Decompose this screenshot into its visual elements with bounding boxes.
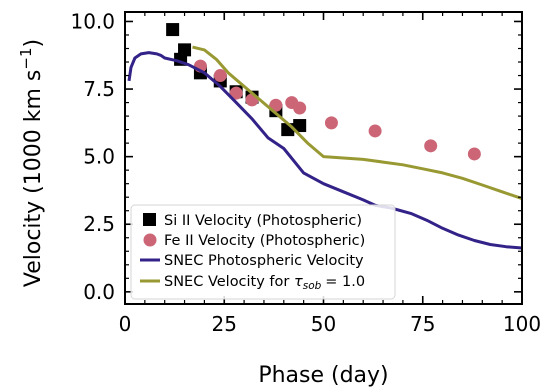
- fe-point-7: [324, 116, 338, 130]
- si-point-0: [166, 23, 180, 37]
- x-tick-label-1: 25: [212, 312, 237, 336]
- fe-point-10: [467, 147, 481, 161]
- y-tick-label-4: 10.0: [70, 9, 115, 33]
- legend-marker-fe: [143, 233, 157, 247]
- legend-label-sob-tail: = 1.0: [325, 274, 365, 290]
- si-point-9: [293, 119, 307, 133]
- y-tick-label-2: 5.0: [83, 145, 115, 169]
- y-axis-label-superscript: −1: [17, 47, 35, 69]
- legend-label-sob-tau: τ: [294, 274, 303, 290]
- x-tick-label-4: 100: [503, 312, 541, 336]
- fe-point-9: [424, 139, 438, 153]
- series-line-3: [192, 45, 523, 201]
- series-1: [193, 59, 481, 161]
- legend-label-sob-sub: sob: [303, 280, 322, 292]
- legend-label-phot: SNEC Photospheric Velocity: [164, 253, 364, 269]
- series-2: [127, 51, 523, 250]
- x-tick-label-3: 75: [410, 312, 435, 336]
- legend-label-si: Si II Velocity (Photospheric): [164, 213, 362, 229]
- fe-point-8: [368, 124, 382, 138]
- si-point-2: [178, 43, 192, 57]
- legend-label-fe: Fe II Velocity (Photospheric): [164, 233, 365, 249]
- x-tick-label-2: 50: [311, 312, 336, 336]
- legend-label-sob: SNEC Velocity for τsob = 1.0: [164, 274, 365, 292]
- fe-point-1: [213, 69, 227, 83]
- y-tick-label-3: 7.5: [83, 77, 115, 101]
- x-axis-label: Phase (day): [258, 363, 388, 388]
- axis-ticks: 0 25 50 75 100 0.0 2.5 5.0 7.5 10.0: [70, 9, 541, 336]
- y-axis-label-main: Velocity (1000 km s: [21, 70, 46, 288]
- series-line-2: [127, 51, 523, 250]
- y-tick-label-1: 2.5: [83, 212, 115, 236]
- fe-point-2: [229, 86, 243, 100]
- y-axis-label: Velocity (1000 km s−1): [17, 39, 46, 287]
- x-tick-label-0: 0: [119, 312, 132, 336]
- legend-marker-si: [143, 213, 156, 226]
- legend-frame: [130, 204, 396, 300]
- fe-point-4: [269, 98, 283, 112]
- y-tick-label-0: 0.0: [83, 280, 115, 304]
- plot-marks: [127, 23, 523, 250]
- legend: Si II Velocity (Photospheric) Fe II Velo…: [130, 204, 396, 300]
- legend-label-sob-main: SNEC Velocity for: [164, 274, 294, 290]
- series-3: [192, 45, 523, 201]
- fe-point-6: [293, 101, 307, 115]
- y-axis-label-close: ): [21, 39, 46, 48]
